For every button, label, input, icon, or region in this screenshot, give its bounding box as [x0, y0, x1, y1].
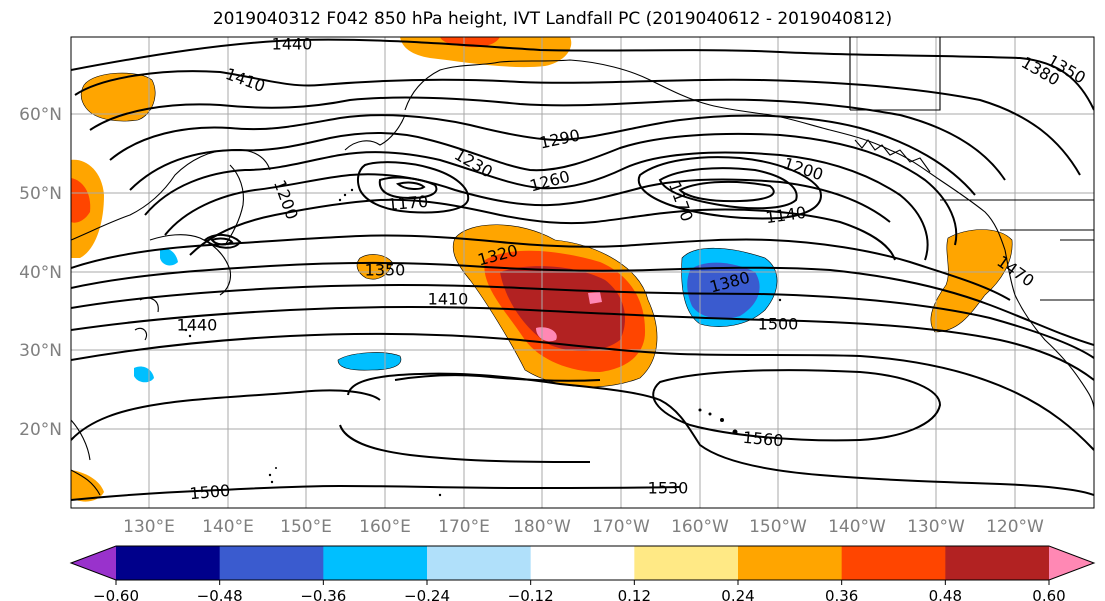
contour-label: 1440 — [177, 316, 218, 335]
colorbar-segment — [634, 546, 739, 580]
lat-tick-label: 30°N — [19, 341, 62, 361]
colorbar-tick-label: 0.60 — [1032, 587, 1065, 601]
contour-label: 1410 — [428, 290, 469, 309]
map-frame — [70, 36, 1095, 509]
lon-tick-label: 140°W — [828, 517, 886, 537]
colorbar-segment — [738, 546, 843, 580]
lon-tick-label: 130°W — [907, 517, 965, 537]
lon-tick-label: 150°W — [749, 517, 807, 537]
islands — [184, 188, 782, 497]
contour-label: 1350 — [365, 261, 406, 280]
lat-tick-label: 40°N — [19, 263, 62, 283]
colorbar-tick-label: −0.12 — [508, 587, 554, 601]
colorbar-tick-label: −0.60 — [93, 587, 139, 601]
lat-tick-label: 20°N — [19, 420, 62, 440]
colorbar-tick-label: 0.48 — [929, 587, 962, 601]
lon-tick-label: 150°E — [280, 517, 332, 537]
colorbar-segment — [1049, 546, 1094, 580]
lat-tick-label: 50°N — [19, 184, 62, 204]
lon-tick-label: 130°E — [123, 517, 175, 537]
colorbar-segment — [116, 546, 221, 580]
lon-tick-label: 170°W — [592, 517, 650, 537]
map-title: 2019040312 F042 850 hPa height, IVT Land… — [212, 9, 893, 29]
longitude-axis: 130°E 140°E 150°E 160°E 170°E 180°W 170°… — [123, 517, 1044, 537]
lon-tick-label: 160°E — [359, 517, 411, 537]
colorbar-segment — [841, 546, 946, 580]
colorbar-segment — [945, 546, 1050, 580]
contour-label: 1560 — [742, 428, 784, 450]
colorbar-tick-label: −0.24 — [404, 587, 450, 601]
colorbar-segment — [323, 546, 428, 580]
contour-label: 1500 — [758, 315, 799, 334]
colorbar-tick-label: 0.12 — [618, 587, 651, 601]
coastlines — [71, 37, 1094, 496]
colorbar-tick-label: −0.48 — [197, 587, 243, 601]
lon-tick-label: 180°W — [513, 517, 571, 537]
contour-label: 1170 — [387, 192, 429, 214]
colorbar-segment — [219, 546, 324, 580]
lon-tick-label: 160°W — [671, 517, 729, 537]
height-contours — [71, 38, 1094, 501]
contour-label: 1500 — [189, 481, 231, 503]
colorbar-tick-label: 0.24 — [721, 587, 754, 601]
lon-tick-label: 120°W — [986, 517, 1044, 537]
contour-label: 1440 — [272, 35, 313, 54]
colorbar: −0.60 −0.48 −0.36 −0.24 −0.12 0.12 0.24 0.36 0.4… — [69, 545, 1096, 601]
lat-tick-label: 60°N — [19, 105, 62, 125]
colorbar-tick-label: 0.36 — [825, 587, 858, 601]
lon-tick-label: 170°E — [438, 517, 490, 537]
lon-tick-label: 140°E — [202, 517, 254, 537]
latitude-axis: 60°N 50°N 40°N 30°N 20°N — [19, 105, 62, 440]
colorbar-tick-label: −0.36 — [300, 587, 346, 601]
colorbar-segment — [530, 546, 635, 580]
contour-label: 1530 — [648, 479, 689, 498]
colorbar-segment — [427, 546, 532, 580]
colorbar-segment — [71, 546, 116, 580]
